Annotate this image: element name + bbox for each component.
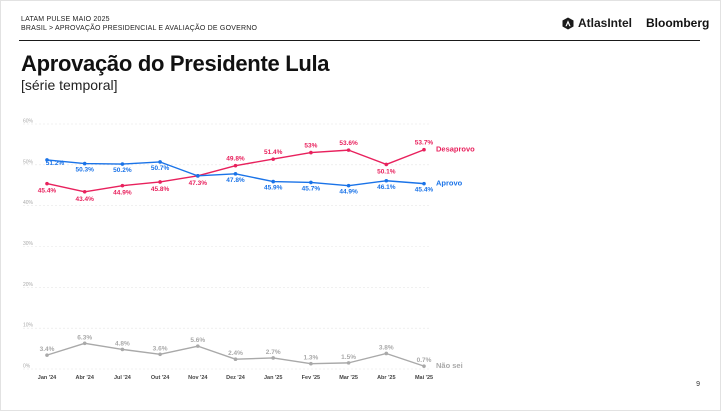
data-point [82, 341, 87, 346]
x-tick-label: Abr '24 [75, 375, 94, 381]
data-point [384, 162, 389, 167]
data-label: 47.8% [226, 177, 245, 184]
chart-title: Aprovação do Presidente Lula [21, 51, 330, 76]
data-label: 5.6% [190, 337, 205, 344]
data-point [233, 357, 238, 362]
y-tick-label: 60% [23, 119, 34, 125]
data-point [45, 353, 49, 357]
data-point [196, 344, 200, 348]
atlasintel-logo: AtlasIntel [562, 16, 632, 30]
data-label: 50.1% [377, 168, 396, 175]
y-tick-label: 50% [23, 159, 34, 165]
y-tick-label: 10% [23, 323, 34, 329]
data-point [309, 180, 313, 185]
data-point [158, 352, 162, 357]
atlas-shield-icon [562, 17, 574, 29]
data-label: 51.2% [46, 160, 65, 167]
data-label: 46.1% [377, 184, 396, 191]
data-label: 45.4% [415, 187, 434, 194]
data-label: 50.2% [113, 167, 132, 174]
x-tick-label: Mai '25 [415, 375, 433, 381]
y-tick-label: 20% [23, 282, 34, 288]
breadcrumb: BRASIL > APROVAÇÃO PRESIDENCIAL E AVALIA… [21, 25, 258, 32]
data-point [233, 163, 238, 168]
data-point [233, 172, 238, 176]
data-label: 3.4% [40, 346, 55, 353]
data-point [120, 347, 125, 352]
data-label: 43.4% [75, 196, 94, 203]
x-tick-label: Nov '24 [188, 375, 208, 381]
data-label: 1.5% [341, 354, 356, 361]
data-label: 45.4% [38, 188, 57, 195]
data-point [309, 150, 313, 155]
data-point [309, 361, 313, 366]
bloomberg-logo: Bloomberg [646, 16, 710, 30]
y-tick-label: 40% [23, 200, 34, 206]
data-label: 1.3% [303, 355, 318, 362]
data-point [271, 179, 276, 184]
data-point [384, 351, 389, 356]
data-point [45, 181, 49, 186]
data-point [82, 161, 87, 166]
data-point [196, 174, 200, 178]
x-tick-label: Mar '25 [339, 375, 358, 381]
series-name: Não sei [436, 361, 463, 370]
data-point [45, 158, 49, 162]
data-label: 6.3% [77, 334, 92, 341]
data-label: 50.3% [75, 167, 94, 174]
x-tick-label: Abr '25 [377, 375, 395, 381]
x-tick-label: Jan '25 [264, 375, 282, 381]
data-label: 3.8% [379, 344, 394, 351]
data-label: 53.6% [339, 140, 358, 147]
data-point [422, 181, 426, 186]
atlasintel-wordmark: AtlasIntel [578, 16, 633, 30]
data-label: 47.3% [189, 180, 208, 187]
data-label: 45.8% [151, 186, 170, 193]
data-point [120, 183, 125, 188]
data-label: 0.7% [417, 357, 432, 364]
data-point [120, 162, 125, 166]
data-point [384, 178, 389, 183]
data-point [422, 147, 426, 152]
data-point [422, 364, 426, 368]
data-point [271, 157, 276, 161]
data-point [346, 361, 351, 365]
data-label: 3.6% [153, 345, 168, 352]
y-tick-label: 30% [23, 241, 34, 247]
data-label: 44.9% [339, 189, 358, 196]
header-divider [19, 40, 700, 41]
data-point [271, 356, 276, 360]
x-tick-label: Fev '25 [302, 375, 320, 381]
x-tick-label: Jan '24 [38, 375, 57, 381]
data-point [82, 189, 87, 194]
data-label: 45.9% [264, 185, 283, 192]
data-label: 51.4% [264, 149, 283, 156]
data-label: 45.7% [302, 185, 321, 192]
page-number: 9 [696, 381, 700, 388]
data-label: 53.7% [415, 140, 434, 147]
x-tick-label: Out '24 [151, 375, 170, 381]
data-label: 44.9% [113, 190, 132, 197]
series-name: Aprovo [436, 179, 463, 188]
data-label: 2.7% [266, 349, 281, 356]
x-tick-label: Dez '24 [226, 375, 246, 381]
report-title: LATAM PULSE MAIO 2025 [21, 16, 110, 23]
data-label: 2.4% [228, 350, 243, 357]
y-tick-label: 0% [23, 364, 31, 370]
x-tick-label: Jul '24 [114, 375, 132, 381]
data-point [346, 148, 351, 152]
data-label: 49.8% [226, 156, 245, 163]
data-label: 4.8% [115, 340, 130, 347]
chart-subtitle: [série temporal] [21, 77, 118, 93]
data-point [158, 180, 162, 184]
data-point [158, 160, 162, 164]
data-point [346, 183, 351, 188]
data-label: 50.7% [151, 165, 170, 172]
series-name: Desaprovo [436, 145, 475, 154]
data-label: 53% [304, 143, 317, 150]
